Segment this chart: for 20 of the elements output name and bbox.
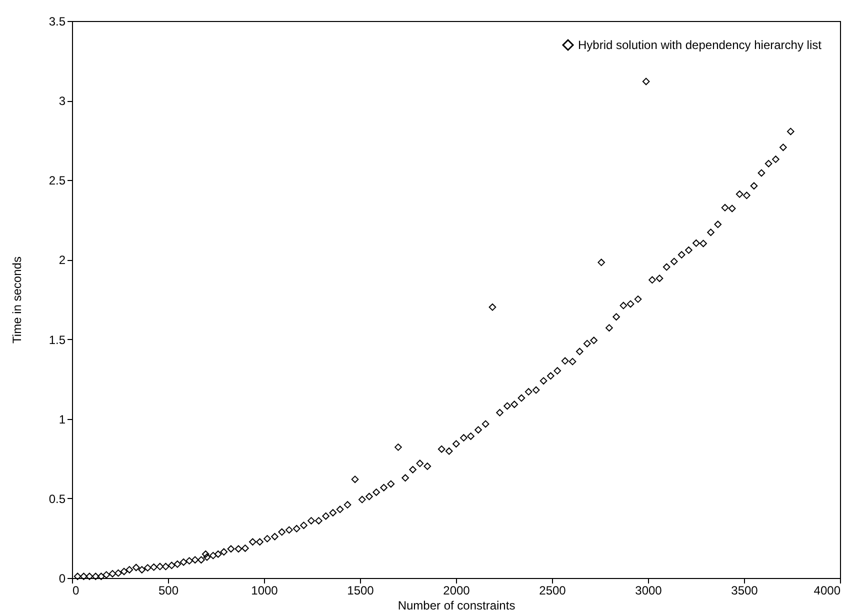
x-axis-title: Number of constraints xyxy=(398,598,516,612)
y-tick-label: 1.5 xyxy=(48,332,66,347)
y-axis-title: Time in seconds xyxy=(10,256,24,344)
x-tick-label: 3500 xyxy=(731,584,758,598)
x-tick-label: 4000 xyxy=(814,584,841,598)
y-tick-label: 1 xyxy=(58,412,66,426)
legend-label: Hybrid solution with dependency hierarchy list xyxy=(578,38,822,52)
x-tick-label: 3000 xyxy=(635,584,662,598)
x-tick-label: 2000 xyxy=(443,584,470,598)
x-tick-label: 1500 xyxy=(347,584,374,598)
y-tick-label: 2.5 xyxy=(48,174,66,188)
y-tick-label: 2 xyxy=(58,253,66,268)
y-tick-label: 0 xyxy=(58,572,66,586)
y-tick-label: 3.5 xyxy=(48,14,66,28)
y-tick-label: 0.5 xyxy=(48,492,66,506)
x-tick-label: 2500 xyxy=(539,584,566,598)
x-tick-label: 500 xyxy=(158,584,179,598)
x-tick-label: 0 xyxy=(72,584,80,598)
x-tick-label: 1000 xyxy=(251,584,278,598)
y-tick-label: 3 xyxy=(58,94,66,108)
